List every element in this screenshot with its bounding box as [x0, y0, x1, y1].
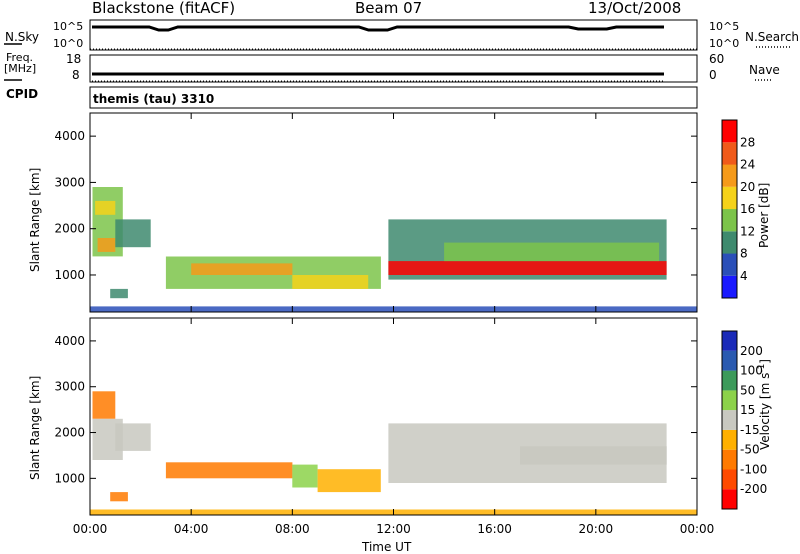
power-colorbar-swatch — [722, 231, 737, 254]
velocity-colorbar-swatch — [722, 370, 737, 391]
power-ytick-label: 1000 — [54, 268, 85, 282]
nsky-label: N.Sky — [5, 30, 40, 44]
power-scatter-band — [110, 288, 128, 299]
power-scatter-band — [292, 275, 369, 289]
velocity-ytick-label: 3000 — [54, 380, 85, 394]
power-scatter-band — [444, 242, 660, 262]
power-colorbar-tick: 20 — [740, 180, 755, 194]
velocity-colorbar-tick: 100 — [740, 364, 763, 378]
power-colorbar-swatch — [722, 142, 737, 165]
velocity-scatter-band — [110, 492, 128, 502]
xtick-label: 12:00 — [376, 522, 411, 536]
power-colorbar-tick: 12 — [740, 224, 755, 238]
power-colorbar-frame — [721, 119, 738, 299]
power-scatter-band — [115, 219, 151, 248]
xtick-label: 00:00 — [73, 522, 108, 536]
velocity-scatter-band — [92, 391, 116, 419]
velocity-colorbar-swatch — [722, 449, 737, 470]
velocity-colorbar-frame — [721, 330, 738, 510]
xtick-label: 16:00 — [477, 522, 512, 536]
velocity-colorbar-swatch — [722, 350, 737, 371]
nsky-tick-bottom: 10^0 — [53, 37, 84, 50]
velocity-colorbar-tick: 15 — [740, 403, 755, 417]
freq-frame — [89, 54, 698, 83]
velocity-colorbar-swatch — [722, 390, 737, 411]
nave-label: Nave — [749, 63, 780, 77]
velocity-colorbar-swatch — [722, 489, 737, 509]
velocity-scatter-band — [292, 464, 318, 488]
power-colorbar-swatch — [722, 253, 737, 276]
velocity-frame — [89, 317, 698, 516]
freq-label: Freq. — [6, 51, 34, 64]
xtick-label: 20:00 — [579, 522, 614, 536]
velocity-colorbar-tick: -50 — [740, 443, 760, 457]
velocity-ytick-label: 2000 — [54, 426, 85, 440]
x-axis-title: Time UT — [362, 540, 412, 554]
station-title: Blackstone (fitACF) — [92, 0, 236, 17]
date-title: 13/Oct/2008 — [588, 0, 682, 17]
velocity-scatter-band — [165, 462, 293, 479]
power-colorbar-tick: 24 — [740, 158, 755, 172]
xtick-label: 04:00 — [174, 522, 209, 536]
velocity-colorbar-tick: 200 — [740, 344, 763, 358]
power-ytick-label: 3000 — [54, 175, 85, 189]
power-colorbar-swatch — [722, 164, 737, 187]
power-colorbar: 4 8 12 16 20 24 28 — [721, 119, 755, 299]
power-colorbar-tick: 28 — [740, 135, 755, 149]
velocity-colorbar-swatch — [722, 410, 737, 430]
nsearch-label: N.Search — [745, 30, 800, 44]
xtick-label: 08:00 — [275, 522, 310, 536]
power-colorbar-swatch — [722, 275, 737, 299]
velocity-ytick-label: 4000 — [54, 334, 85, 348]
cpid-value: themis (tau) 3310 — [93, 92, 215, 106]
power-scatter-band — [388, 261, 667, 275]
freq-tick-bottom: 8 — [72, 68, 80, 82]
beam-title: Beam 07 — [355, 0, 423, 17]
xtick-label: 00:00 — [680, 522, 715, 536]
freq-panel — [4, 54, 772, 83]
velocity-scatter-band — [520, 446, 667, 465]
nsearch-tick-bottom: 10^0 — [709, 37, 740, 50]
nave-tick-top: 60 — [709, 52, 725, 66]
velocity-ytick-label: 1000 — [54, 471, 85, 485]
velocity-colorbar-swatch — [722, 331, 737, 351]
nsky-panel — [4, 19, 790, 51]
power-colorbar-tick: 8 — [740, 247, 748, 261]
freq-tick-top: 18 — [66, 52, 82, 66]
power-scatter-band — [191, 263, 293, 275]
velocity-scatter-band — [115, 423, 151, 451]
power-colorbar-swatch — [722, 120, 737, 143]
nsearch-tick-top: 10^5 — [709, 20, 740, 33]
nsky-trace — [92, 25, 664, 32]
power-plot: 1000 2000 3000 4000 — [54, 112, 698, 313]
freq-unit: [MHz] — [4, 62, 37, 75]
velocity-plot: 1000 2000 3000 4000 00:00 04:00 08:00 12:00 16:0… — [54, 317, 715, 536]
velocity-colorbar: 200 100 50 15 -15 -50 -100 -200 — [721, 330, 767, 510]
cpid-frame — [89, 86, 698, 109]
velocity-colorbar-tick: 50 — [740, 383, 755, 397]
power-ytick-label: 4000 — [54, 129, 85, 143]
power-colorbar-tick: 4 — [740, 269, 748, 283]
nsky-frame — [89, 19, 698, 51]
velocity-colorbar-tick: -200 — [740, 482, 767, 496]
velocity-colorbar-swatch — [722, 469, 737, 490]
power-scatter-band — [97, 238, 116, 252]
velocity-colorbar-tick: -15 — [740, 423, 760, 437]
power-colorbar-swatch — [722, 186, 737, 210]
nsky-tick-top: 10^5 — [53, 20, 84, 33]
power-ytick-label: 2000 — [54, 222, 85, 236]
power-scatter-band — [95, 200, 116, 215]
power-colorbar-tick: 16 — [740, 202, 755, 216]
power-colorbar-swatch — [722, 209, 737, 232]
velocity-scatter-band — [317, 469, 381, 493]
velocity-colorbar-tick: -100 — [740, 462, 767, 476]
cpid-label: CPID — [6, 87, 39, 101]
nave-tick-bottom: 0 — [709, 68, 717, 82]
velocity-colorbar-swatch — [722, 429, 737, 450]
